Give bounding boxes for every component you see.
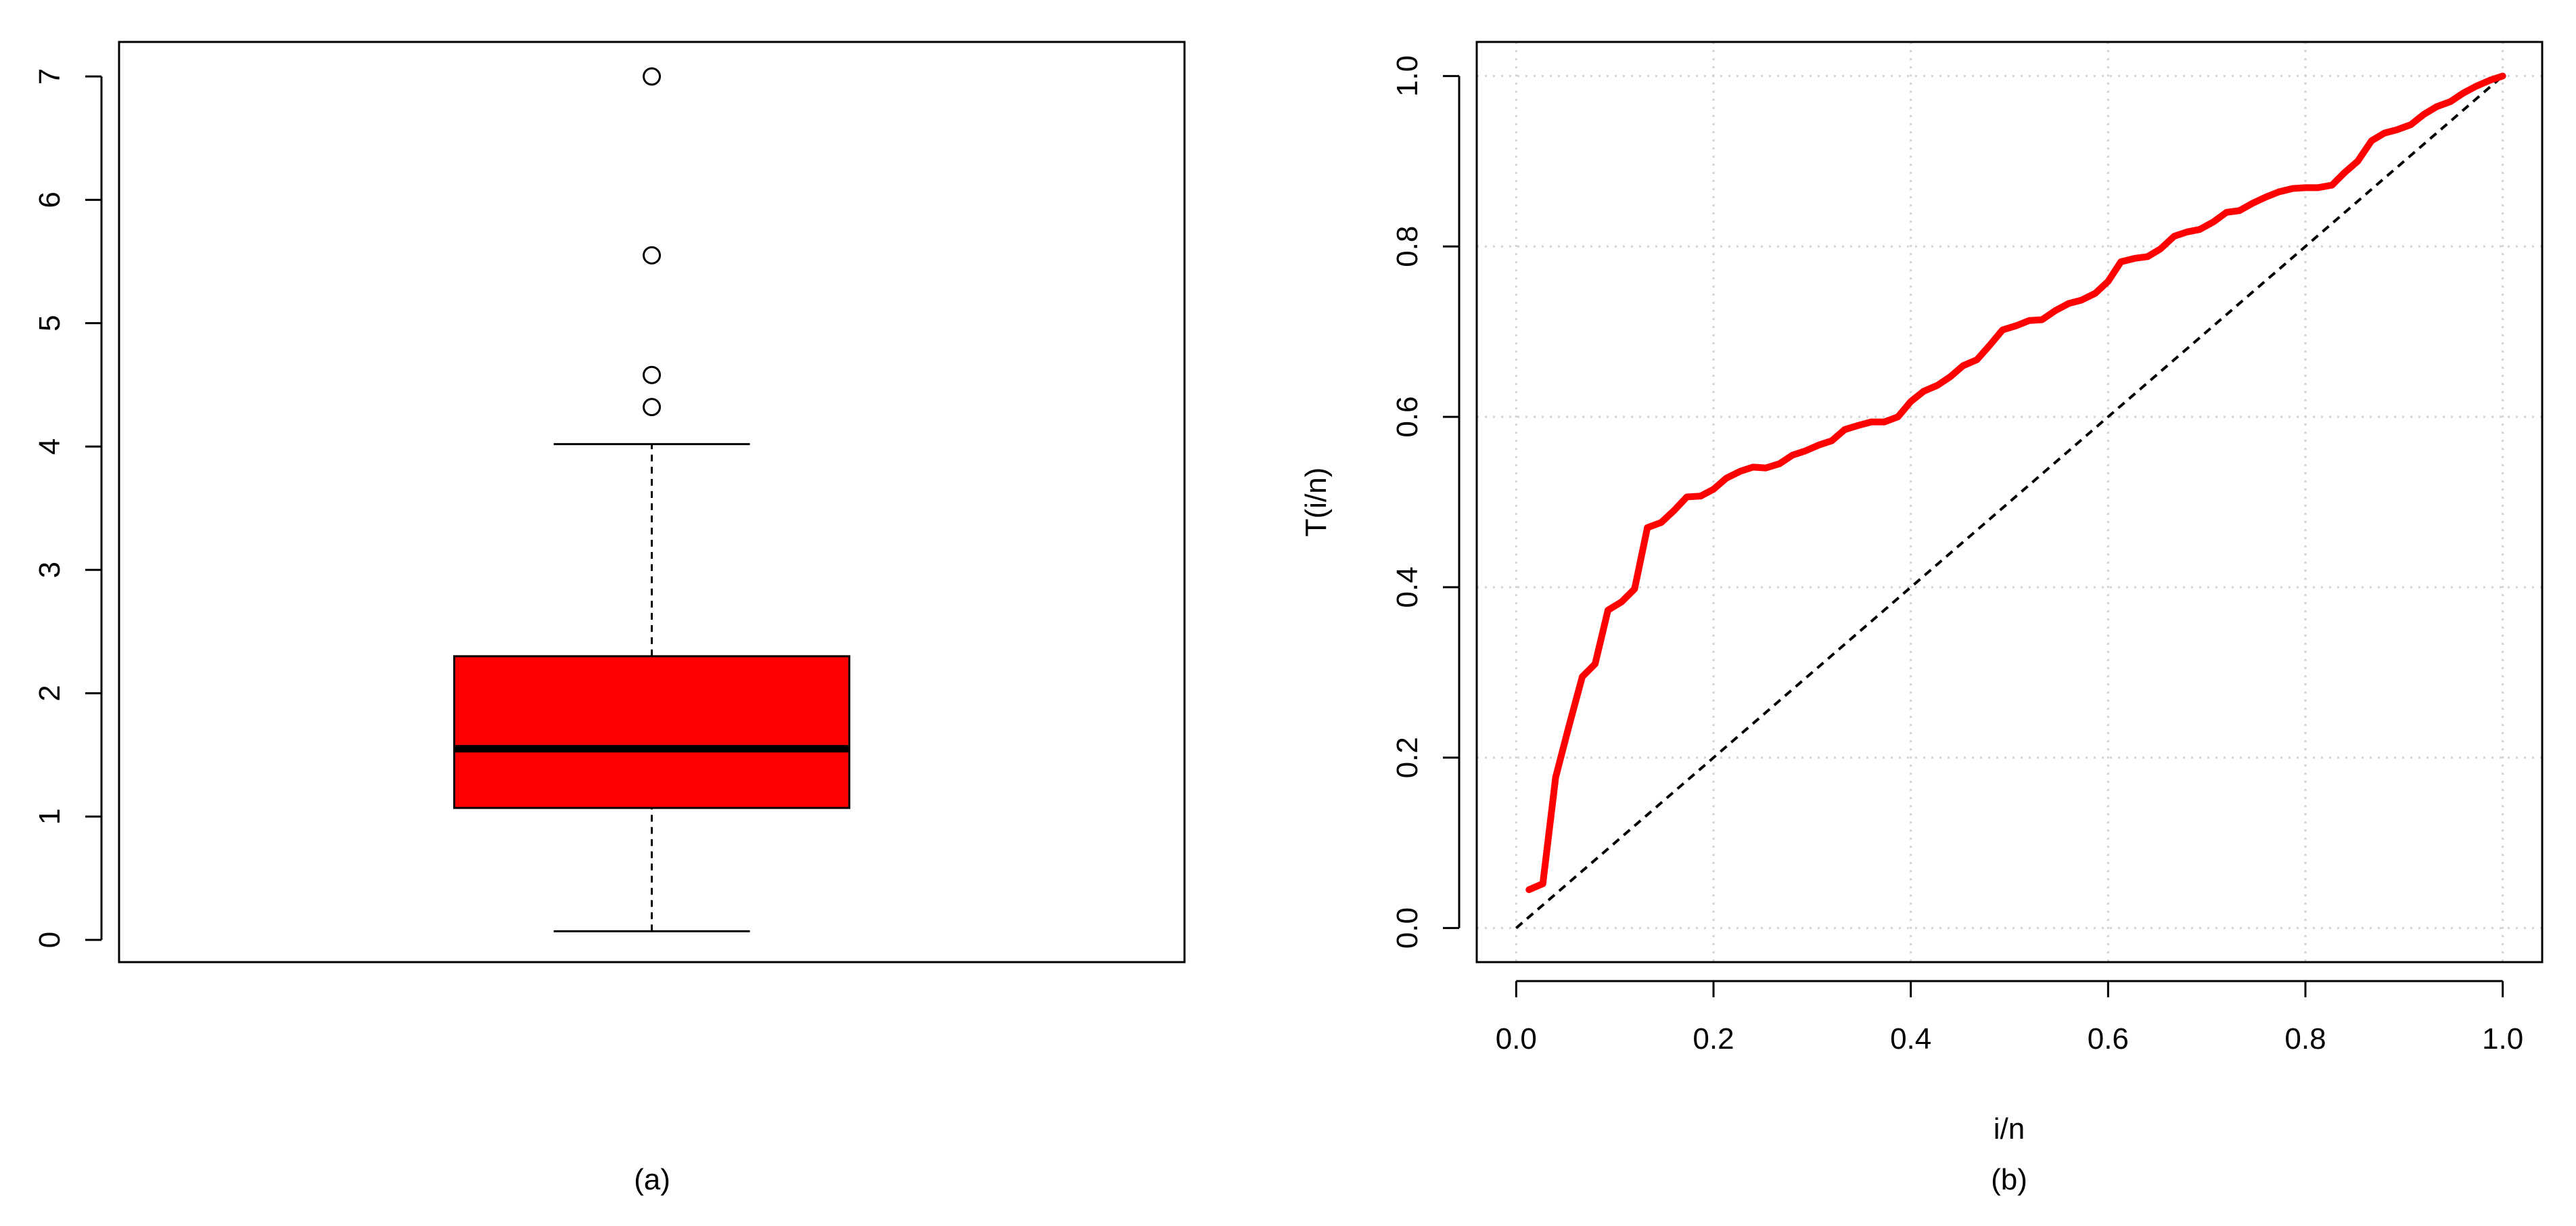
y-tick-label: 0.2	[1391, 737, 1424, 778]
x-tick-label: 0.4	[1890, 1022, 1931, 1055]
x-tick-label: 0.2	[1693, 1022, 1734, 1055]
outlier-point	[643, 67, 661, 86]
y-tick-label: 1	[33, 809, 66, 825]
y-tick-label: 0.4	[1391, 566, 1424, 608]
y-tick-label: 6	[33, 191, 66, 208]
x-tick-label: 0.0	[1496, 1022, 1537, 1055]
ttt-curve-line	[1525, 72, 2506, 893]
ttt-plot-area	[1515, 72, 2506, 930]
boxplot-plot-area	[453, 67, 850, 932]
boxplot-frame	[118, 41, 1186, 963]
ttt-y-axis-title: T(i/n)	[1300, 468, 1333, 537]
reference-diagonal-line	[1515, 74, 2504, 930]
ttt-x-axis-title: i/n	[1994, 1112, 2025, 1145]
ttt-plot-panel: 0.0 0.2 0.4 0.6 0.8 1.0 0.0 0.2 0.4 0.6 0.8 1.0 i/…	[1300, 41, 2544, 1196]
ttt-frame	[1475, 41, 2544, 963]
ttt-x-axis: 0.0 0.2 0.4 0.6 0.8 1.0	[1496, 980, 2523, 1055]
outlier-point	[643, 246, 661, 265]
outlier-point	[643, 398, 661, 417]
outlier-point	[643, 365, 661, 384]
y-tick-label: 4	[33, 438, 66, 455]
boxplot-caption: (a)	[634, 1163, 670, 1196]
y-tick-label: 5	[33, 315, 66, 331]
y-tick-label: 1.0	[1391, 55, 1424, 97]
y-tick-label: 2	[33, 685, 66, 701]
y-tick-label: 0	[33, 932, 66, 948]
y-tick-label: 3	[33, 562, 66, 578]
y-tick-label: 7	[33, 68, 66, 85]
boxplot-y-axis: 0 1 2 3 4 5 6 7	[33, 68, 103, 948]
ttt-caption: (b)	[1991, 1163, 2027, 1196]
y-tick-label: 0.8	[1391, 226, 1424, 267]
y-tick-label: 0.6	[1391, 396, 1424, 437]
x-tick-label: 0.6	[2088, 1022, 2129, 1055]
boxplot-panel: 0 1 2 3 4 5 6 7 (a)	[33, 41, 1186, 1196]
y-tick-label: 0.0	[1391, 907, 1424, 949]
iqr-box	[453, 655, 850, 809]
ttt-y-axis: 0.0 0.2 0.4 0.6 0.8 1.0	[1391, 55, 1460, 949]
x-tick-label: 0.8	[2284, 1022, 2326, 1055]
x-tick-label: 1.0	[2482, 1022, 2523, 1055]
